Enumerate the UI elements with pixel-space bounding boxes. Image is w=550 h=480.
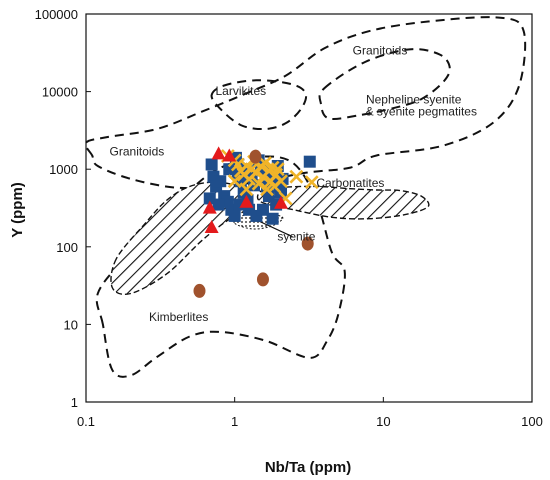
triangle-point [204,219,219,233]
cross-point [289,169,304,184]
triangle-point [202,200,217,214]
region-dashed-larvikites [210,79,308,131]
square-point [303,155,316,168]
cross-point [270,162,285,177]
cross-point [251,176,266,191]
label-granitoids: Granitoids [110,145,165,159]
x-tick-label: 1 [231,414,238,429]
circle-point [256,272,269,287]
square-point [228,209,241,222]
region-labels: Granitoids Larvikites Nepheline syenite& s… [110,44,477,325]
cross-point [260,182,274,197]
cross-point [304,175,319,190]
circle-point [193,283,206,298]
triangle-point [211,146,226,160]
circle-point [249,149,262,164]
x-axis-label: Nb/Ta (ppm) [265,459,351,476]
syenite-pointer [258,220,293,238]
label-syenite-pegmatites: & syenite pegmatites [366,105,477,119]
square-point [223,163,236,176]
circle-point [301,236,314,251]
y-tick-label: 10 [64,317,78,332]
square-point [256,203,269,216]
triangle-point [222,148,237,162]
cross-point [227,174,242,189]
label-carbonatites: Carbonatites [316,176,384,190]
plot-frame [85,13,533,403]
plot-border [85,13,533,403]
y-axis-label: Y (ppm) [9,182,26,238]
x-tick-label: 100 [521,414,543,429]
square-point [212,198,225,211]
label-granitoids: Granitoids [353,44,408,58]
square-point [266,212,279,225]
region-dashed-nepheline-syenite-syenite-pegmatites [318,48,451,121]
triangle-point [274,195,289,209]
square-point [214,175,227,188]
triangle-point [239,194,254,208]
label-kimberlites: Kimberlites [149,310,208,324]
cross-point [274,174,288,189]
y-tick-label: 100 [56,240,78,255]
label-syenite: syenite [277,230,315,244]
y-tick-label: 100000 [35,7,78,22]
y-tick-label: 10000 [42,85,78,100]
tick-labels: 0.1 1 10 100 1 10 100 1000 10000 100000 [35,7,543,429]
label-larvikites: Larvikites [215,84,266,98]
points-layer [193,146,319,298]
x-tick-label: 10 [376,414,390,429]
label-nepheline-syenite: Nepheline syenite [366,93,462,107]
cross-point [239,182,254,197]
x-tick-label: 0.1 [77,414,95,429]
y-tick-label: 1 [71,395,78,410]
y-tick-label: 1000 [49,162,78,177]
square-point [205,158,218,171]
